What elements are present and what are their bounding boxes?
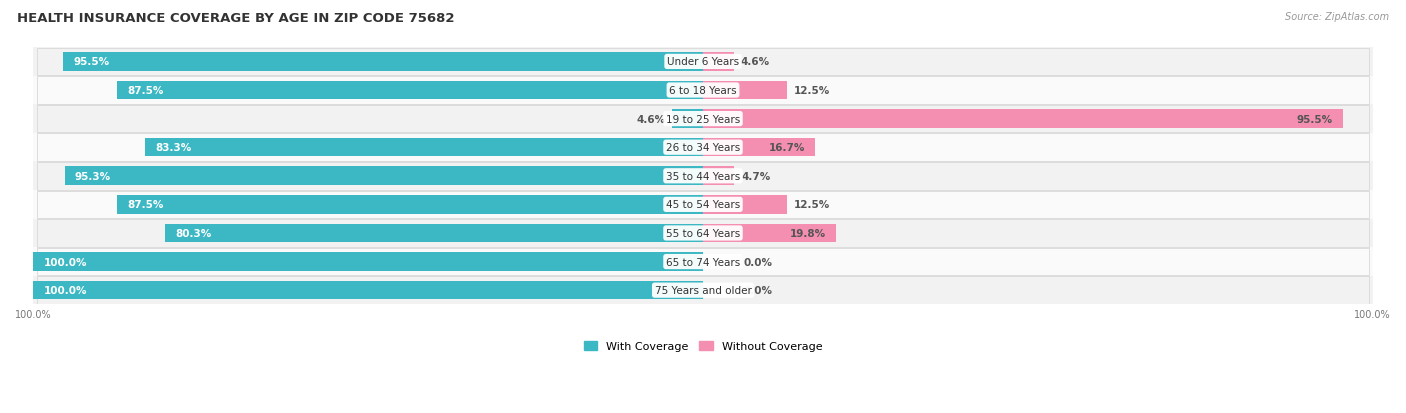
Bar — [34, 76, 1372, 105]
Bar — [117, 196, 703, 214]
Text: 83.3%: 83.3% — [155, 143, 191, 153]
Bar — [34, 276, 1372, 305]
Bar — [65, 167, 703, 185]
Bar — [703, 196, 787, 214]
Text: 0.0%: 0.0% — [744, 257, 772, 267]
Bar — [166, 224, 703, 243]
Text: Under 6 Years: Under 6 Years — [666, 57, 740, 67]
Bar — [703, 110, 1343, 128]
Legend: With Coverage, Without Coverage: With Coverage, Without Coverage — [579, 337, 827, 356]
Bar — [703, 53, 734, 71]
Text: 87.5%: 87.5% — [127, 86, 163, 96]
Bar — [37, 77, 1369, 104]
Text: 4.6%: 4.6% — [637, 114, 665, 124]
Text: 12.5%: 12.5% — [793, 86, 830, 96]
Text: 65 to 74 Years: 65 to 74 Years — [666, 257, 740, 267]
Bar — [672, 110, 703, 128]
Text: 0.0%: 0.0% — [744, 285, 772, 295]
Bar — [37, 191, 1369, 218]
Bar — [703, 81, 787, 100]
Bar — [34, 162, 1372, 191]
Text: HEALTH INSURANCE COVERAGE BY AGE IN ZIP CODE 75682: HEALTH INSURANCE COVERAGE BY AGE IN ZIP … — [17, 12, 454, 25]
Text: 35 to 44 Years: 35 to 44 Years — [666, 171, 740, 181]
Bar — [34, 105, 1372, 133]
Bar — [37, 248, 1369, 275]
Bar — [37, 134, 1369, 161]
Text: 26 to 34 Years: 26 to 34 Years — [666, 143, 740, 153]
Text: 16.7%: 16.7% — [769, 143, 804, 153]
Bar — [37, 163, 1369, 190]
Text: 6 to 18 Years: 6 to 18 Years — [669, 86, 737, 96]
Bar — [34, 219, 1372, 248]
Text: 19 to 25 Years: 19 to 25 Years — [666, 114, 740, 124]
Bar — [34, 281, 703, 300]
Bar — [34, 133, 1372, 162]
Text: 95.5%: 95.5% — [1296, 114, 1333, 124]
Bar — [34, 253, 703, 271]
Text: 4.7%: 4.7% — [741, 171, 770, 181]
Bar — [117, 81, 703, 100]
Text: 80.3%: 80.3% — [176, 228, 211, 238]
Text: 95.5%: 95.5% — [73, 57, 110, 67]
Text: 55 to 64 Years: 55 to 64 Years — [666, 228, 740, 238]
Bar — [37, 220, 1369, 247]
Text: 95.3%: 95.3% — [75, 171, 111, 181]
Text: 4.6%: 4.6% — [741, 57, 769, 67]
Bar — [34, 48, 1372, 76]
Bar — [34, 191, 1372, 219]
Text: 12.5%: 12.5% — [793, 200, 830, 210]
Bar — [37, 277, 1369, 304]
Bar — [37, 106, 1369, 133]
Text: 100.0%: 100.0% — [44, 257, 87, 267]
Bar — [63, 53, 703, 71]
Text: 100.0%: 100.0% — [44, 285, 87, 295]
Bar — [703, 167, 734, 185]
Text: 75 Years and older: 75 Years and older — [655, 285, 751, 295]
Text: 87.5%: 87.5% — [127, 200, 163, 210]
Bar — [703, 224, 835, 243]
Bar — [37, 49, 1369, 76]
Bar — [145, 139, 703, 157]
Bar — [703, 139, 815, 157]
Bar — [34, 248, 1372, 276]
Text: 19.8%: 19.8% — [789, 228, 825, 238]
Text: 45 to 54 Years: 45 to 54 Years — [666, 200, 740, 210]
Text: Source: ZipAtlas.com: Source: ZipAtlas.com — [1285, 12, 1389, 22]
